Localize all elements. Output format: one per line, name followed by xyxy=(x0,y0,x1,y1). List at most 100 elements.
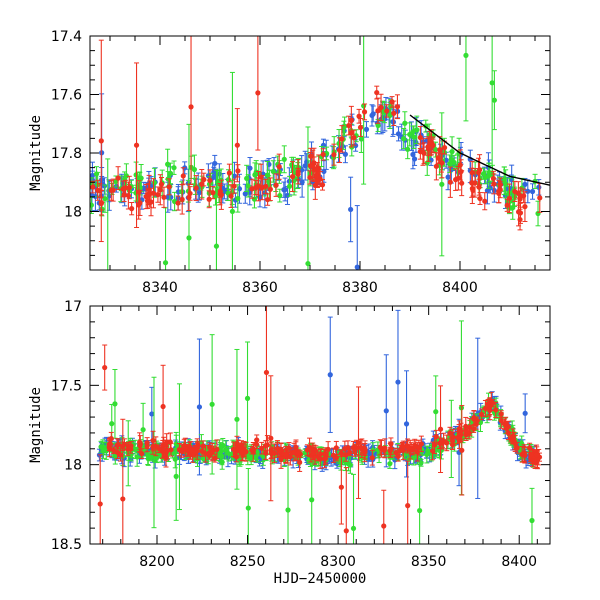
bottom-data-point xyxy=(264,442,270,448)
bottom-data-point xyxy=(377,444,383,450)
bottom-data-point xyxy=(125,446,131,452)
top-data-point xyxy=(536,184,542,190)
bottom-data-point xyxy=(534,452,540,458)
top-data-point xyxy=(378,104,384,111)
top-data-point xyxy=(394,104,401,110)
top-data-point xyxy=(363,126,370,132)
top-data-point xyxy=(201,176,207,183)
bottom-data-point xyxy=(343,528,349,534)
bottom-panel-data xyxy=(96,306,543,544)
bottom-data-point xyxy=(163,440,169,446)
top-x-tick-label: 8360 xyxy=(242,280,278,296)
bottom-data-point xyxy=(369,455,375,461)
top-data-point xyxy=(136,189,142,195)
top-fit-curve xyxy=(409,114,550,186)
top-data-point xyxy=(235,195,241,202)
top-data-point xyxy=(290,166,297,172)
top-data-point xyxy=(270,168,276,175)
top-data-point xyxy=(284,192,291,199)
bottom-data-point xyxy=(209,401,215,407)
bottom-data-point xyxy=(243,449,249,455)
bottom-data-point xyxy=(403,421,410,427)
top-data-point xyxy=(235,168,241,174)
bottom-data-point xyxy=(490,400,496,406)
top-data-point xyxy=(289,173,296,180)
top-data-point xyxy=(167,170,174,176)
top-data-point xyxy=(497,181,503,188)
bottom-data-point xyxy=(317,456,323,462)
top-data-point xyxy=(171,165,177,171)
top-data-point xyxy=(331,152,337,158)
top-data-point xyxy=(522,181,528,187)
bottom-data-point xyxy=(278,456,284,463)
bottom-data-point xyxy=(250,449,256,455)
top-data-point xyxy=(525,188,531,194)
bottom-data-point xyxy=(333,455,339,461)
top-y-axis-label: Magnitude xyxy=(28,115,44,191)
bottom-data-point xyxy=(107,441,113,447)
top-data-point xyxy=(179,196,185,203)
top-data-point xyxy=(229,208,236,215)
bottom-data-point xyxy=(522,410,528,416)
top-data-point xyxy=(420,149,426,155)
top-data-point xyxy=(477,195,483,202)
bottom-data-point xyxy=(338,484,344,490)
bottom-data-point xyxy=(209,449,215,455)
top-data-point xyxy=(491,97,497,103)
bottom-data-point xyxy=(192,449,198,455)
top-x-tick-label: 8340 xyxy=(142,280,178,296)
bottom-data-point xyxy=(172,456,178,462)
top-data-point xyxy=(447,179,453,185)
bottom-data-point xyxy=(234,440,240,447)
top-data-point xyxy=(486,169,492,176)
top-data-point xyxy=(401,135,407,142)
bottom-data-point xyxy=(463,427,469,433)
top-data-point xyxy=(175,200,181,206)
bottom-data-point xyxy=(149,411,155,417)
top-data-point xyxy=(98,138,104,144)
bottom-data-point xyxy=(245,505,251,511)
top-data-point xyxy=(375,122,381,129)
bottom-data-point xyxy=(342,459,349,465)
bottom-data-point xyxy=(176,447,182,453)
bottom-data-point xyxy=(120,496,126,502)
bottom-data-point xyxy=(212,455,218,461)
top-data-point xyxy=(314,165,320,171)
top-data-point xyxy=(168,194,174,200)
bottom-data-point xyxy=(283,451,289,458)
bottom-data-point xyxy=(214,446,220,452)
bottom-data-point xyxy=(528,452,534,458)
bottom-data-point xyxy=(387,461,393,467)
top-data-point xyxy=(503,181,509,187)
top-data-point xyxy=(277,193,283,199)
top-data-point xyxy=(405,146,411,152)
bottom-data-point xyxy=(467,424,473,430)
top-data-point xyxy=(414,127,420,133)
bottom-data-point xyxy=(187,447,194,454)
bottom-data-point xyxy=(485,401,491,407)
top-data-point xyxy=(342,151,348,157)
top-data-point xyxy=(108,187,114,193)
bottom-data-point xyxy=(449,438,456,444)
top-data-point xyxy=(417,134,423,141)
bottom-data-point xyxy=(304,447,310,453)
top-data-point xyxy=(296,165,302,171)
top-series-3 xyxy=(90,36,543,243)
bottom-data-point xyxy=(207,444,213,450)
top-panel-frame xyxy=(89,35,551,271)
top-data-point xyxy=(115,175,121,181)
top-data-point xyxy=(187,190,193,197)
top-data-point xyxy=(234,142,240,148)
top-data-point xyxy=(121,192,127,198)
bottom-data-point xyxy=(381,523,387,529)
top-data-point xyxy=(299,179,305,185)
bottom-data-point xyxy=(263,369,270,376)
top-data-point xyxy=(281,187,287,193)
top-data-point xyxy=(391,110,397,116)
top-data-point xyxy=(126,184,132,191)
top-data-point xyxy=(410,129,416,135)
bottom-data-point xyxy=(358,444,364,450)
bottom-data-point xyxy=(395,379,401,385)
top-y-tick-label: 18 xyxy=(64,205,82,221)
